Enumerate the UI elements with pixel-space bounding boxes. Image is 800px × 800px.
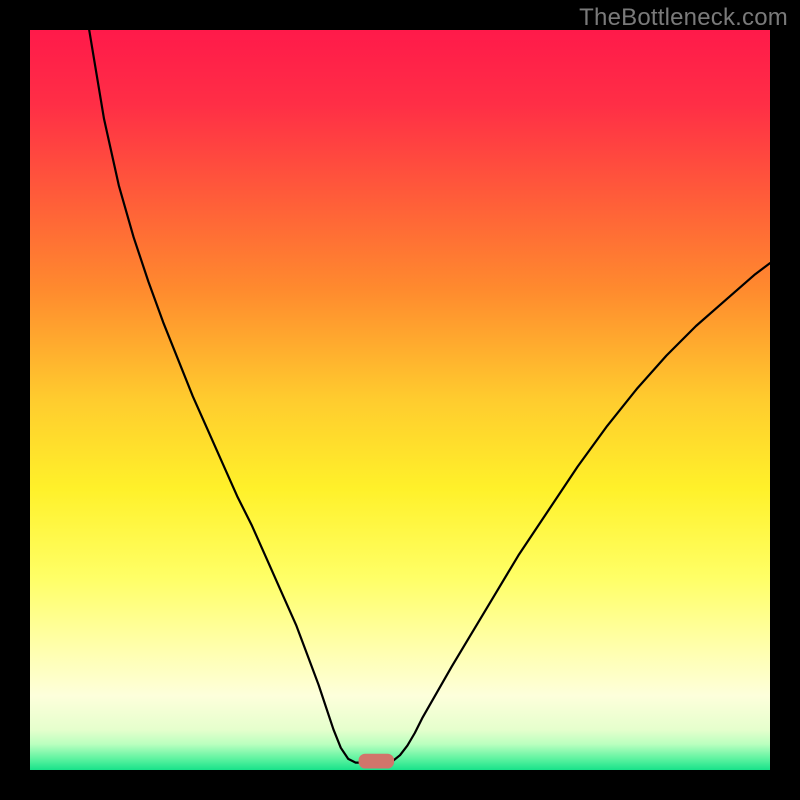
chart-frame: TheBottleneck.com xyxy=(0,0,800,800)
chart-background xyxy=(30,30,770,770)
chart-svg xyxy=(30,30,770,770)
plot-area xyxy=(30,30,770,770)
watermark-text: TheBottleneck.com xyxy=(579,4,788,32)
optimum-marker xyxy=(359,754,395,769)
